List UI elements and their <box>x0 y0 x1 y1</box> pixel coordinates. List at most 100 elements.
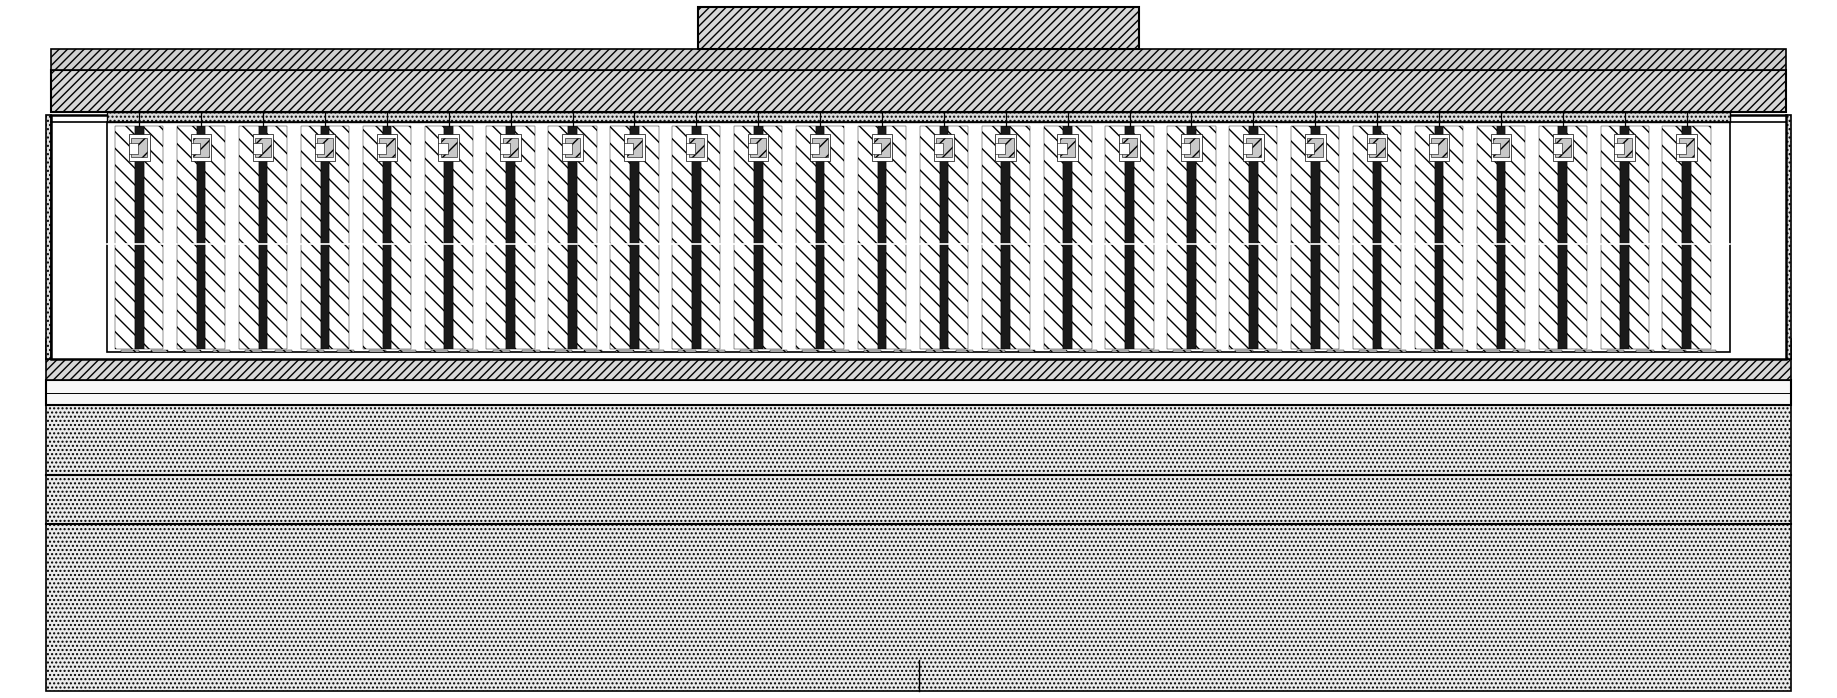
Bar <box>617 350 634 352</box>
Bar <box>454 126 472 349</box>
Bar <box>193 138 209 157</box>
Bar <box>191 142 200 154</box>
Bar <box>439 134 459 161</box>
Bar <box>1381 126 1402 349</box>
Bar <box>206 126 226 349</box>
Bar <box>748 134 768 161</box>
Bar <box>878 126 885 349</box>
Bar <box>254 142 263 154</box>
Bar <box>391 126 411 349</box>
Bar <box>1001 126 1010 349</box>
Bar <box>693 126 700 349</box>
Bar <box>678 350 696 352</box>
Bar <box>1372 126 1381 349</box>
Bar <box>377 134 397 161</box>
Bar <box>753 126 762 349</box>
Bar <box>1367 142 1376 154</box>
Bar <box>191 134 211 161</box>
Bar <box>176 126 197 349</box>
Bar <box>1312 126 1319 349</box>
Bar <box>213 350 230 352</box>
Bar <box>858 126 878 349</box>
Bar <box>378 138 395 157</box>
Bar <box>955 350 974 352</box>
Bar <box>46 115 51 359</box>
Bar <box>197 126 206 349</box>
Bar <box>1181 134 1201 161</box>
Bar <box>625 134 645 161</box>
Bar <box>424 126 445 349</box>
Bar <box>735 126 753 349</box>
Bar <box>1187 126 1196 349</box>
Bar <box>314 142 323 154</box>
Bar <box>562 134 582 161</box>
Bar <box>1683 126 1690 349</box>
Bar <box>382 126 391 349</box>
Bar <box>1133 126 1154 349</box>
Bar <box>1183 138 1200 157</box>
Bar <box>1505 126 1525 349</box>
Bar <box>564 138 580 157</box>
Bar <box>129 134 149 161</box>
Bar <box>1367 134 1387 161</box>
Bar <box>926 350 942 352</box>
Bar <box>873 134 893 161</box>
Bar <box>1617 138 1633 157</box>
Bar <box>555 350 571 352</box>
Bar <box>1326 350 1345 352</box>
Bar <box>1122 138 1137 157</box>
Bar <box>1245 138 1262 157</box>
Bar <box>441 138 457 157</box>
Bar <box>255 138 270 157</box>
Bar <box>321 126 329 349</box>
Bar <box>920 126 939 349</box>
Bar <box>832 350 849 352</box>
Bar <box>143 126 163 349</box>
Bar <box>254 134 274 161</box>
Bar <box>369 350 386 352</box>
Bar <box>1058 142 1067 154</box>
Bar <box>1049 350 1067 352</box>
Bar <box>810 134 830 161</box>
Bar <box>996 134 1016 161</box>
Bar <box>329 126 349 349</box>
Bar <box>1677 134 1697 161</box>
Bar <box>1600 126 1620 349</box>
Bar <box>46 359 1791 380</box>
Bar <box>399 350 415 352</box>
Bar <box>1304 142 1313 154</box>
Bar <box>268 126 287 349</box>
Bar <box>1552 142 1561 154</box>
Bar <box>1554 138 1571 157</box>
Bar <box>492 350 511 352</box>
Bar <box>1249 126 1258 349</box>
Bar <box>1574 350 1593 352</box>
Bar <box>1174 350 1190 352</box>
Bar <box>445 126 454 349</box>
Bar <box>1319 126 1339 349</box>
Bar <box>885 126 906 349</box>
Bar <box>1106 126 1126 349</box>
Bar <box>1354 126 1372 349</box>
Bar <box>812 138 828 157</box>
Bar <box>698 7 1139 49</box>
Bar <box>1431 138 1448 157</box>
Bar <box>997 138 1014 157</box>
Bar <box>1073 126 1091 349</box>
Bar <box>1662 126 1683 349</box>
Bar <box>377 142 386 154</box>
Bar <box>1490 142 1501 154</box>
Bar <box>1451 350 1468 352</box>
Bar <box>301 126 321 349</box>
Bar <box>116 126 134 349</box>
Bar <box>996 142 1005 154</box>
Bar <box>1429 134 1449 161</box>
Bar <box>1786 115 1791 359</box>
Bar <box>568 126 577 349</box>
Bar <box>895 350 911 352</box>
Bar <box>132 138 147 157</box>
Bar <box>151 350 169 352</box>
Bar <box>1244 134 1264 161</box>
Bar <box>362 126 382 349</box>
Bar <box>46 380 1791 405</box>
